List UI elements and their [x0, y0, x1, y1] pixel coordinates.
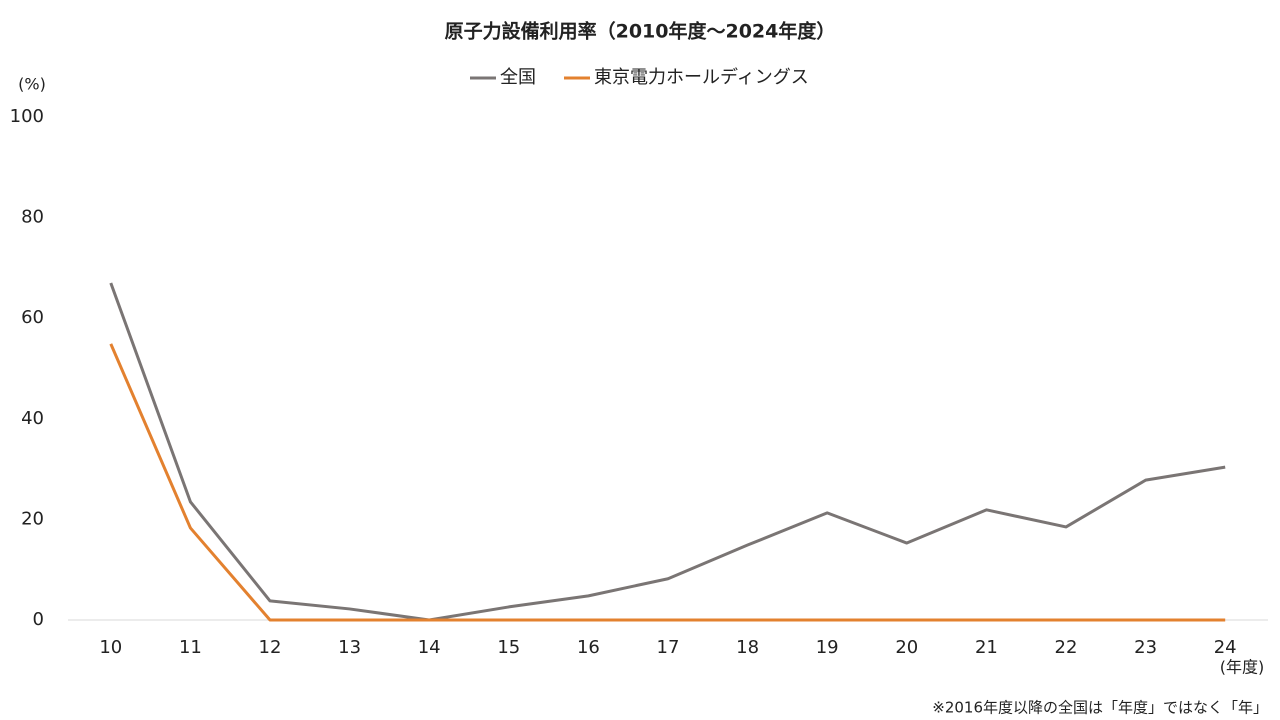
x-tick-label: 18: [736, 637, 759, 658]
x-tick-label: 14: [418, 637, 441, 658]
x-tick-label: 15: [497, 637, 520, 658]
x-tick-label: 17: [657, 637, 680, 658]
y-tick-label: 40: [21, 408, 44, 429]
legend-label: 東京電力ホールディングス: [594, 67, 809, 88]
series-line: [109, 282, 1226, 622]
series-line: [109, 343, 1226, 622]
legend-label: 全国: [500, 67, 536, 88]
y-tick-label: 80: [21, 207, 44, 228]
x-tick-label: 19: [816, 637, 839, 658]
y-tick-label: 60: [21, 307, 44, 328]
x-tick-label: 22: [1055, 637, 1078, 658]
x-tick-label: 24: [1214, 637, 1237, 658]
x-tick-label: 11: [179, 637, 202, 658]
y-tick-label: 20: [21, 508, 44, 529]
footnote: ※2016年度以降の全国は「年度」ではなく「年」: [932, 699, 1268, 717]
x-axis-label: (年度): [1220, 658, 1265, 677]
x-tick-label: 13: [338, 637, 361, 658]
x-tick-label: 12: [259, 637, 282, 658]
x-tick-label: 21: [975, 637, 998, 658]
x-tick-label: 10: [99, 637, 122, 658]
y-tick-label: 0: [33, 609, 44, 630]
y-tick-label: 100: [10, 106, 44, 127]
chart-title: 原子力設備利用率（2010年度～2024年度）: [445, 20, 836, 43]
y-axis-label: (%): [18, 75, 46, 94]
x-tick-label: 16: [577, 637, 600, 658]
x-tick-label: 23: [1134, 637, 1157, 658]
x-tick-label: 20: [895, 637, 918, 658]
